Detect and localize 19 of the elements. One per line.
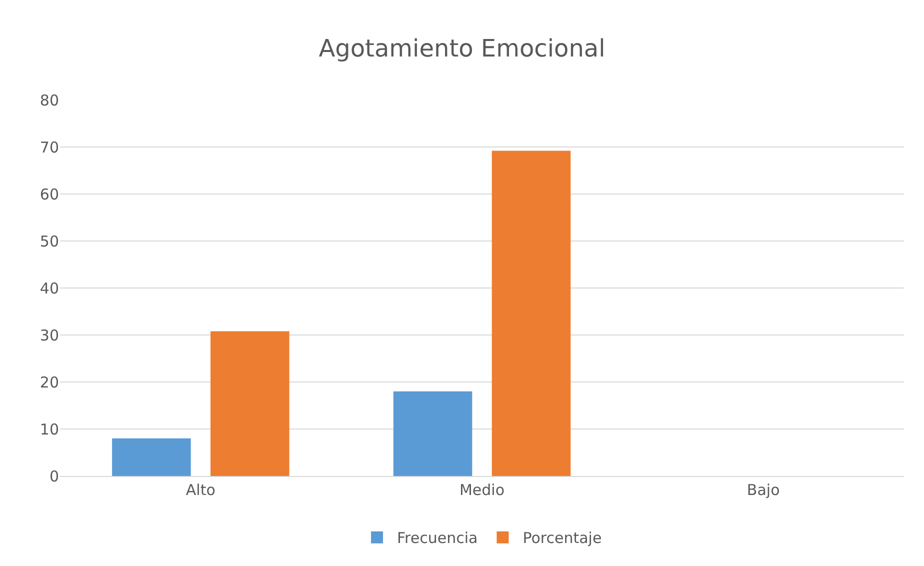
y-tick-label: 60 <box>40 185 59 204</box>
bar <box>210 331 290 476</box>
bar <box>112 438 191 476</box>
chart-title: Agotamiento Emocional <box>318 34 606 62</box>
x-tick-label: Medio <box>459 481 505 499</box>
y-tick-label: 20 <box>40 373 59 392</box>
x-tick-label: Alto <box>186 481 216 499</box>
bar <box>492 150 571 476</box>
y-tick-label: 40 <box>40 279 59 298</box>
bar <box>393 391 472 476</box>
y-tick-label: 70 <box>40 138 59 156</box>
legend-label: Porcentaje <box>522 529 602 548</box>
legend-label: Frecuencia <box>397 529 478 548</box>
y-tick-label: 80 <box>40 91 59 110</box>
y-tick-label: 30 <box>40 326 59 344</box>
y-tick-label: 50 <box>40 232 59 250</box>
y-tick-label: 0 <box>49 467 59 486</box>
x-tick-label: Bajo <box>746 481 780 499</box>
y-tick-label: 10 <box>40 420 59 438</box>
